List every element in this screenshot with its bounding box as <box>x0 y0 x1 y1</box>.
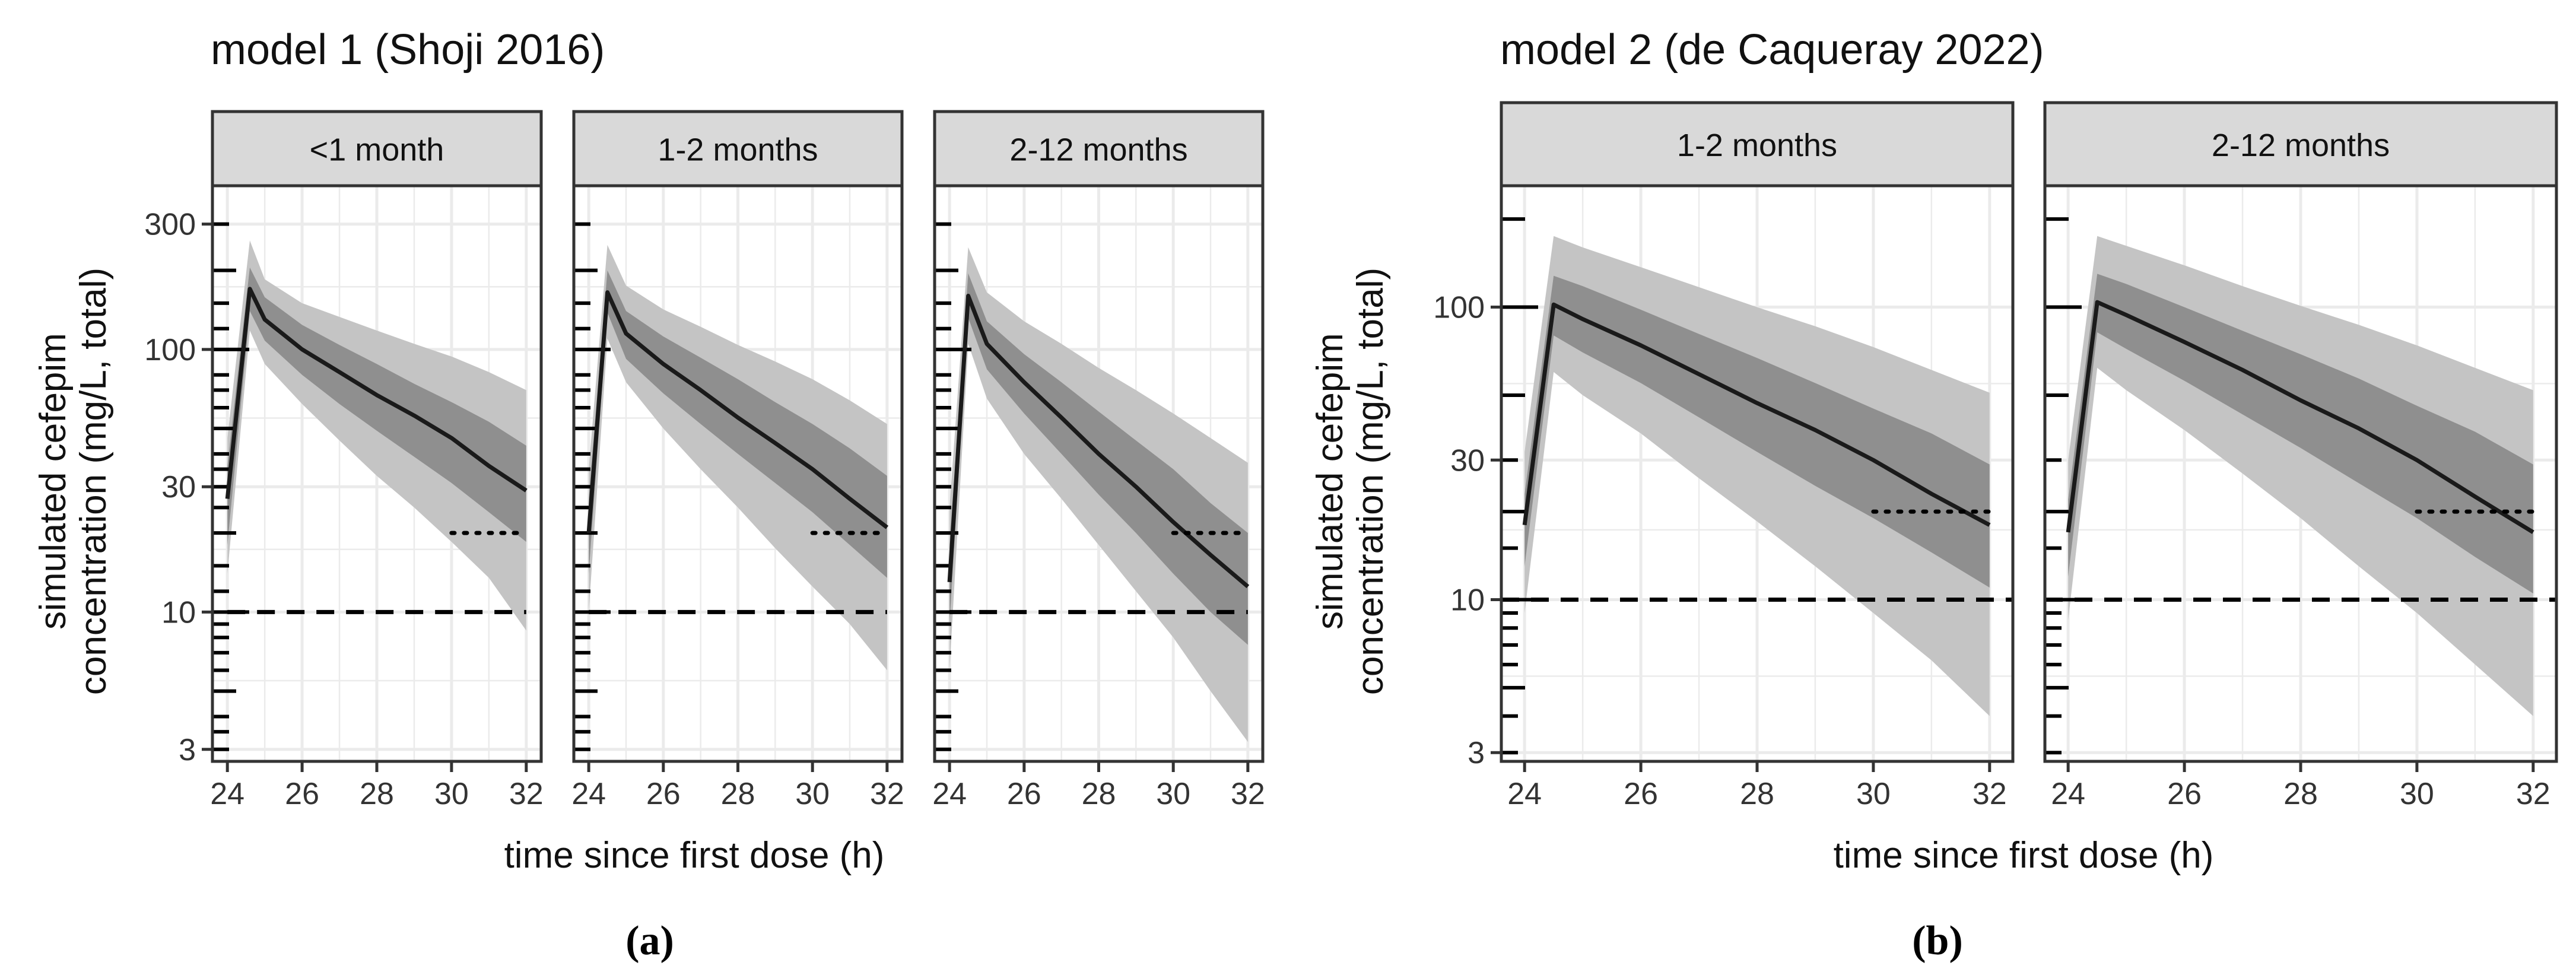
x-tick-label: 30 <box>2400 777 2434 811</box>
facet-strip-label: <1 month <box>310 132 444 168</box>
facet-1-0: 1-2 months 24 26 28 30 32 3 10 30 100 <box>1433 101 2015 811</box>
x-tick-label: 26 <box>2167 777 2202 811</box>
facet-0-0: <1 month 24 26 28 30 32 3 10 30 100 300 <box>144 110 544 811</box>
data-layer <box>935 222 1250 751</box>
facet-strip-label: 2-12 months <box>2212 128 2390 163</box>
x-tick-label: 30 <box>1856 777 1891 811</box>
facet-strip <box>1500 101 2015 188</box>
y-tick-label: 10 <box>1450 583 1485 617</box>
facet-0-1: 1-2 months 24 26 28 30 32 <box>571 110 904 811</box>
x-tick-label: 26 <box>646 777 681 811</box>
x-tick-label: 28 <box>360 777 394 811</box>
chart-b-title: model 2 (de Caqueray 2022) <box>1500 26 2044 74</box>
y-tick-label: 10 <box>161 595 196 630</box>
chart-a-xlabel: time since first dose (h) <box>504 835 885 876</box>
x-tick-label: 30 <box>434 777 469 811</box>
x-tick-label: 28 <box>1740 777 1774 811</box>
x-tick-label: 32 <box>1973 777 2007 811</box>
y-tick-label: 3 <box>1468 736 1485 770</box>
x-tick-label: 26 <box>1624 777 1658 811</box>
x-tick-label: 28 <box>2283 777 2318 811</box>
median-line <box>947 294 1250 589</box>
inner-interval-band <box>589 270 887 578</box>
y-tick-label: 100 <box>1433 291 1485 325</box>
chart-a-panel-label: (a) <box>625 918 674 964</box>
facet-strip <box>2043 101 2558 188</box>
chart-b-xlabel: time since first dose (h) <box>1834 835 2214 876</box>
x-tick-label: 32 <box>1231 777 1265 811</box>
chart-a-title: model 1 (Shoji 2016) <box>211 26 605 74</box>
median-line <box>586 290 889 533</box>
chart-b-panel-label: (b) <box>1912 918 1963 964</box>
facet-strip-label: 1-2 months <box>1677 128 1837 163</box>
facet-strip <box>933 110 1265 188</box>
x-tick-label: 26 <box>285 777 319 811</box>
facet-strip <box>211 110 543 188</box>
x-tick-label: 32 <box>509 777 544 811</box>
x-tick-label: 24 <box>210 777 244 811</box>
median-line <box>2066 300 2534 534</box>
x-tick-label: 32 <box>2516 777 2550 811</box>
facet-strip-label: 1-2 months <box>658 132 818 168</box>
median-line <box>225 287 528 499</box>
chart-b-ylabel-line1: simulated cefepim <box>1310 333 1351 630</box>
x-tick-label: 24 <box>2051 777 2085 811</box>
facet-0-2: 2-12 months 24 26 28 30 32 <box>932 110 1265 811</box>
x-tick-label: 28 <box>1082 777 1116 811</box>
y-tick-label: 100 <box>144 333 196 367</box>
x-tick-label: 24 <box>1507 777 1542 811</box>
inner-interval-band <box>227 267 526 545</box>
facet-strip <box>572 110 904 188</box>
median-line <box>1522 302 1991 527</box>
data-layer <box>574 222 890 751</box>
facet-1-1: 2-12 months 24 26 28 30 32 <box>2043 101 2558 811</box>
x-tick-label: 24 <box>571 777 606 811</box>
x-tick-label: 30 <box>795 777 830 811</box>
chart-b-ylabel-line2: concentration (mg/L, total) <box>1350 268 1391 695</box>
x-tick-label: 32 <box>870 777 904 811</box>
chart-a-ylabel-line1: simulated cefepim <box>33 333 74 630</box>
x-tick-label: 30 <box>1156 777 1190 811</box>
data-layer <box>1501 217 2013 755</box>
facet-strip-label: 2-12 months <box>1009 132 1187 168</box>
y-tick-label: 30 <box>1450 443 1485 478</box>
chart-a-ylabel-line2: concentration (mg/L, total) <box>73 268 114 695</box>
y-tick-label: 3 <box>179 733 196 767</box>
y-tick-label: 300 <box>144 208 196 242</box>
x-tick-label: 26 <box>1007 777 1041 811</box>
data-layer <box>2045 217 2556 755</box>
data-layer <box>212 222 529 751</box>
x-tick-label: 24 <box>932 777 967 811</box>
x-tick-label: 28 <box>721 777 755 811</box>
inner-interval-band <box>949 273 1248 645</box>
y-tick-label: 30 <box>161 470 196 504</box>
chart-0: <1 month 24 26 28 30 32 3 10 30 100 300 1-2 months 2… <box>144 110 1265 811</box>
